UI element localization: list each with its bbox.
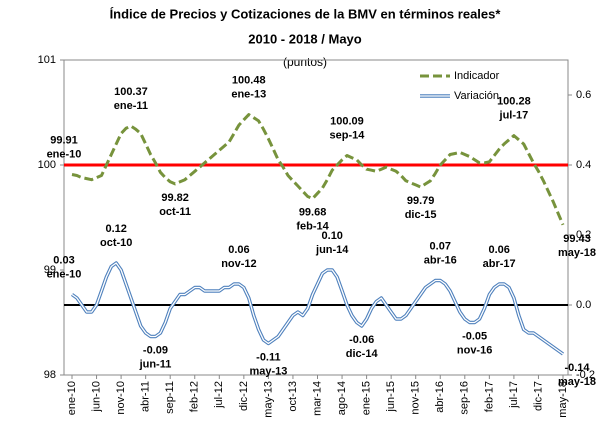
x-tick-label: ene-15 xyxy=(361,381,373,415)
data-label: -0.11 xyxy=(256,351,280,363)
point-label: dic-15 xyxy=(405,209,437,221)
point-label: dic-14 xyxy=(346,348,379,360)
data-label: 0.06 xyxy=(488,244,509,256)
point-label: ene-13 xyxy=(231,89,266,101)
point-label: feb-14 xyxy=(296,221,329,233)
legend-label: Indicador xyxy=(454,70,500,82)
data-label: 99.91 xyxy=(50,134,78,146)
unit-label: (puntos) xyxy=(283,55,327,69)
data-label: 99.68 xyxy=(299,207,327,219)
y-tick-label: 99 xyxy=(44,264,56,276)
x-tick-label: may-18 xyxy=(557,381,569,418)
data-label: 0.10 xyxy=(322,230,343,242)
chart-title: Índice de Precios y Cotizaciones de la B… xyxy=(110,6,502,21)
x-tick-label: jun-15 xyxy=(385,381,397,413)
data-label: 0.07 xyxy=(430,240,451,252)
data-label: -0.06 xyxy=(349,334,374,346)
x-tick-label: oct-13 xyxy=(287,381,299,412)
x-tick-label: abr-11 xyxy=(140,381,152,412)
point-label: sep-14 xyxy=(330,129,366,141)
y2-tick-label: -0.2 xyxy=(576,369,595,381)
point-label: abr-17 xyxy=(483,258,516,270)
y2-tick-label: 0.4 xyxy=(576,159,591,171)
x-tick-label: feb-12 xyxy=(189,381,201,412)
x-tick-label: ene-10 xyxy=(66,381,78,415)
y-tick-label: 100 xyxy=(38,159,56,171)
point-label: jul-17 xyxy=(499,110,529,122)
y2-tick-label: 0.2 xyxy=(576,229,591,241)
y2-tick-label: 0.0 xyxy=(576,299,591,311)
x-tick-label: nov-15 xyxy=(410,381,422,415)
x-tick-label: nov-10 xyxy=(115,381,127,415)
x-tick-label: ago-14 xyxy=(336,381,348,415)
point-label: ene-10 xyxy=(47,148,82,160)
y2-tick-label: 0.6 xyxy=(576,89,591,101)
data-label: -0.09 xyxy=(143,344,168,356)
x-tick-label: dic-17 xyxy=(532,381,544,411)
data-label: 0.03 xyxy=(53,254,74,266)
plot-frame xyxy=(63,59,569,376)
y-tick-label: 98 xyxy=(44,369,56,381)
data-label: 100.37 xyxy=(114,86,148,98)
legend-label: Variación xyxy=(454,90,499,102)
x-tick-label: may-13 xyxy=(262,381,274,418)
point-label: jun-11 xyxy=(139,358,172,370)
x-tick-label: jul-12 xyxy=(213,381,225,409)
point-label: may-18 xyxy=(558,376,596,388)
variation-line-inner xyxy=(71,262,564,355)
x-tick-label: jun-10 xyxy=(90,381,102,413)
data-label: -0.05 xyxy=(462,330,487,342)
point-label: nov-16 xyxy=(457,344,492,356)
data-label: 99.79 xyxy=(407,195,435,207)
y-tick-label: 101 xyxy=(38,54,56,66)
x-tick-label: mar-14 xyxy=(311,381,323,416)
chart-subtitle: 2010 - 2018 / Mayo xyxy=(248,31,362,46)
data-label: 0.06 xyxy=(228,244,249,256)
x-tick-label: dic-12 xyxy=(238,381,250,411)
point-label: jun-14 xyxy=(315,244,349,256)
point-label: may-13 xyxy=(249,365,287,377)
indicator-line xyxy=(71,113,565,226)
data-label: 99.43 xyxy=(563,233,591,245)
data-label: 99.82 xyxy=(161,192,189,204)
point-label: abr-16 xyxy=(424,254,457,266)
point-label: oct-11 xyxy=(159,206,191,218)
x-tick-label: feb-17 xyxy=(483,381,495,412)
point-label: oct-10 xyxy=(100,237,132,249)
data-label: 100.28 xyxy=(497,96,531,108)
variation-line xyxy=(70,261,565,356)
x-tick-label: jul-17 xyxy=(508,381,520,409)
x-tick-label: sep-11 xyxy=(164,381,176,414)
data-label: 100.48 xyxy=(232,75,266,87)
x-tick-label: sep-16 xyxy=(459,381,471,415)
point-label: ene-11 xyxy=(114,100,148,112)
data-label: 100.09 xyxy=(330,115,364,127)
point-label: may-18 xyxy=(558,247,596,259)
x-tick-label: abr-16 xyxy=(434,381,446,413)
point-label: nov-12 xyxy=(221,258,256,270)
data-label: -0.14 xyxy=(564,362,590,374)
data-label: 0.12 xyxy=(105,223,126,235)
point-label: ene-10 xyxy=(47,268,82,280)
